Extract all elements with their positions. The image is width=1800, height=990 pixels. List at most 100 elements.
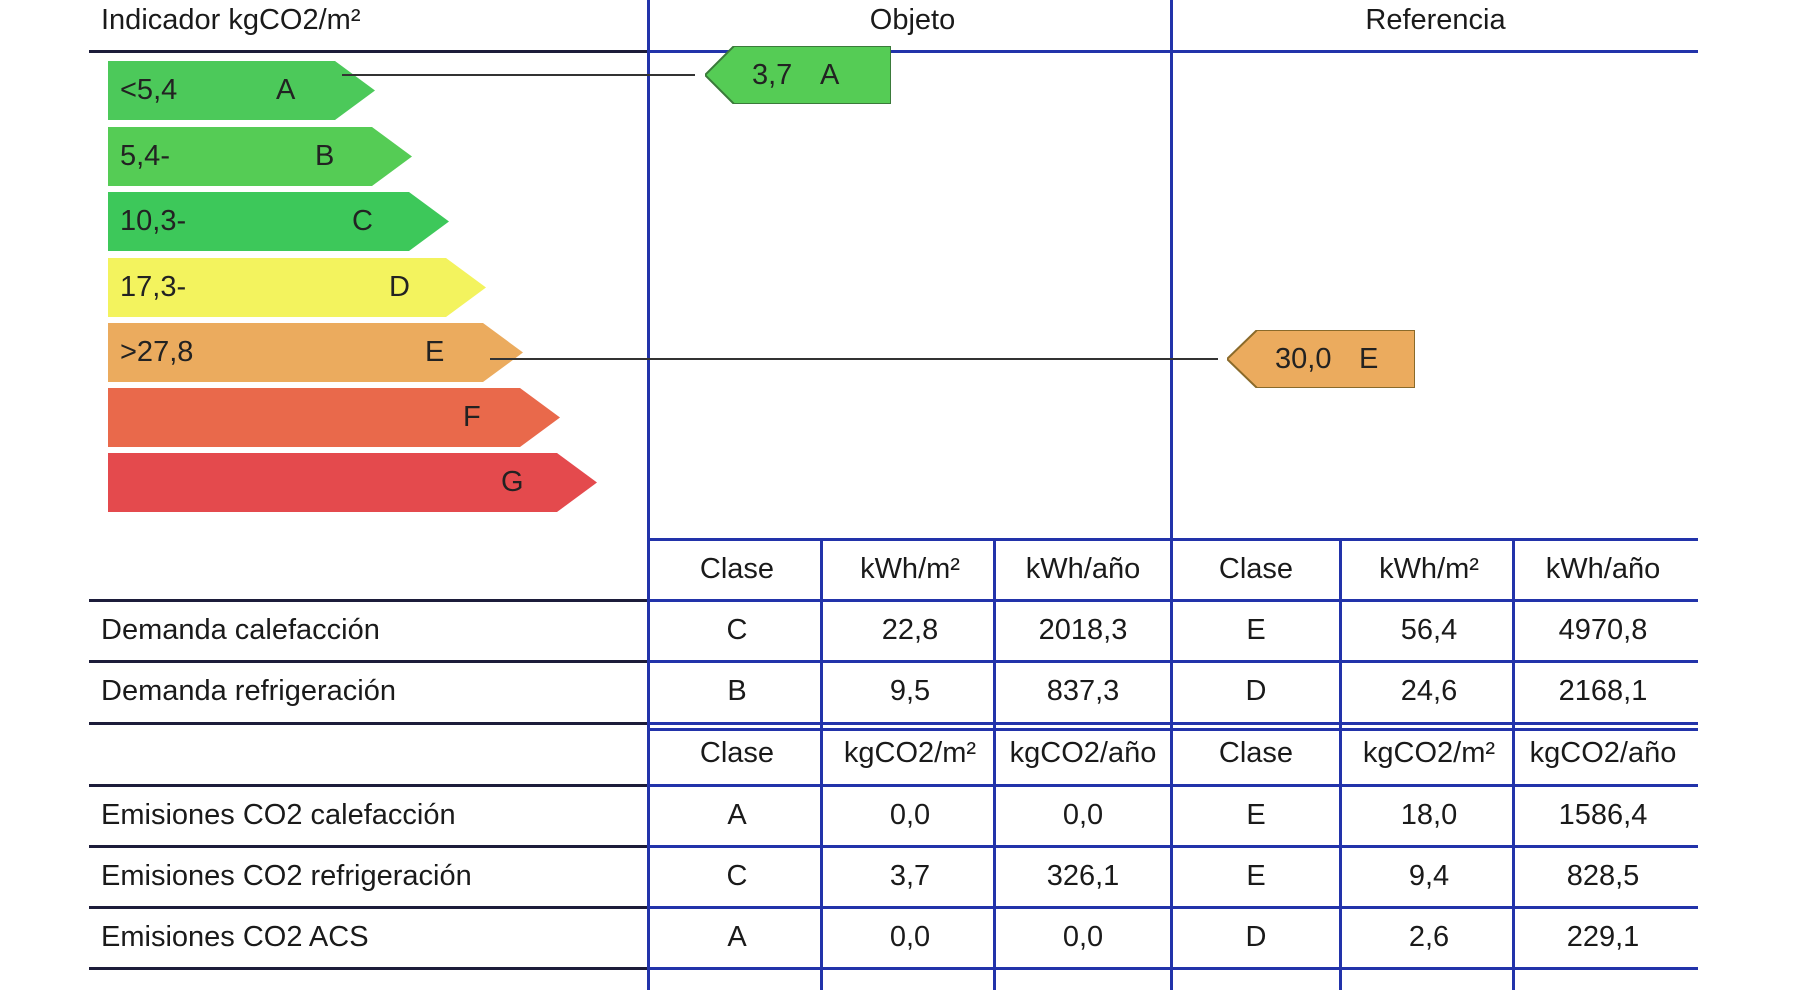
table-cell: 56,4	[1400, 614, 1458, 646]
rule-3-right	[649, 722, 1698, 725]
table-cell: 9,4	[1408, 860, 1450, 892]
table-cell: 2018,3	[1038, 614, 1128, 646]
rule-5-left	[89, 845, 649, 848]
row-label: Demanda refrigeración	[101, 675, 396, 707]
table-cell: 326,1	[1046, 860, 1120, 892]
scale-band-range: 5,4-10,3	[120, 140, 176, 231]
scale-band-arrow	[108, 258, 486, 317]
table-cell: 2,6	[1408, 921, 1450, 953]
rule-4-right	[649, 784, 1698, 787]
table-cell: 22,8	[881, 614, 939, 646]
rule-3-left	[89, 722, 649, 725]
scale-band-range: 10,3-17,3	[120, 205, 187, 296]
rule-1-right	[649, 599, 1698, 602]
row-label: Emisiones CO2 calefacción	[101, 799, 456, 831]
column-header: kWh/año	[1025, 553, 1141, 585]
column-header: kgCO2/año	[1009, 737, 1157, 769]
table-cell: 0,0	[1062, 921, 1104, 953]
table-cell: A	[727, 799, 747, 831]
row-label: Emisiones CO2 ACS	[101, 921, 369, 953]
table-cell: E	[1246, 860, 1266, 892]
scale-band-letter: B	[315, 140, 335, 172]
table-cell: 1586,4	[1558, 799, 1648, 831]
column-header: kWh/m²	[1379, 553, 1479, 585]
column-header: Clase	[699, 737, 775, 769]
reference-leader-line	[490, 358, 1218, 360]
table-cell: 9,5	[889, 675, 931, 707]
divider-objeto	[647, 0, 650, 990]
column-header: kWh/año	[1545, 553, 1661, 585]
table-cell: 0,0	[889, 799, 931, 831]
indicator-header: Indicador kgCO2/m²	[101, 4, 361, 36]
scale-band-arrow	[108, 192, 449, 251]
scale-band-letter: A	[276, 74, 296, 106]
table-cell: 3,7	[889, 860, 931, 892]
table-cell: 837,3	[1046, 675, 1120, 707]
rule-6-left	[89, 906, 649, 909]
rule-7-right	[649, 967, 1698, 970]
divider-ref-col3	[1512, 538, 1515, 990]
rule-7-left	[89, 967, 649, 970]
object-rating-letter: A	[820, 59, 840, 91]
rule-6-right	[649, 906, 1698, 909]
object-rating-arrow	[705, 46, 891, 104]
reference-rating-arrow	[1227, 330, 1415, 388]
table-cell: 4970,8	[1558, 614, 1648, 646]
column-header: kgCO2/m²	[1362, 737, 1496, 769]
table-cell: E	[1246, 614, 1266, 646]
row-label: Emisiones CO2 refrigeración	[101, 860, 472, 892]
divider-ref-col2	[1339, 538, 1342, 990]
divider-referencia	[1170, 0, 1173, 990]
rule-2-left	[89, 660, 649, 663]
scale-band-range: <5,4	[120, 74, 178, 106]
scale-band-letter: F	[463, 401, 481, 433]
object-rating-value: 3,7	[752, 59, 793, 91]
table-cell: D	[1245, 675, 1267, 707]
column-header: Clase	[1218, 737, 1294, 769]
scale-band-range: >27,8	[120, 336, 194, 368]
column-header: kWh/m²	[860, 553, 960, 585]
table-cell: A	[727, 921, 747, 953]
column-header: Clase	[1218, 553, 1294, 585]
scale-band-letter: G	[501, 466, 524, 498]
table-cell: C	[726, 860, 748, 892]
table-cell: D	[1245, 921, 1267, 953]
column-header: kgCO2/año	[1529, 737, 1677, 769]
table-cell: 2168,1	[1558, 675, 1648, 707]
header-rule-right	[649, 50, 1698, 53]
rule-2-right	[649, 660, 1698, 663]
table-cell: C	[726, 614, 748, 646]
reference-header: Referencia	[1365, 4, 1506, 36]
divider-obj-col2	[820, 538, 823, 990]
table-top-rule	[649, 538, 1698, 541]
table-cell: 0,0	[889, 921, 931, 953]
table-cell: B	[727, 675, 747, 707]
rule-3b-right	[649, 728, 1698, 731]
rule-4-left	[89, 784, 649, 787]
scale-band-letter: E	[425, 336, 445, 368]
scale-band-arrow	[108, 388, 560, 447]
column-header: kgCO2/m²	[843, 737, 977, 769]
scale-band-letter: D	[389, 271, 410, 303]
table-cell: 828,5	[1566, 860, 1640, 892]
reference-rating-tag: 30,0 E	[1227, 330, 1415, 388]
scale-band-arrow	[108, 127, 412, 186]
rule-1-left	[89, 599, 649, 602]
scale-band-arrow	[108, 61, 375, 120]
table-cell: 0,0	[1062, 799, 1104, 831]
table-cell: 229,1	[1566, 921, 1640, 953]
row-label: Demanda calefacción	[101, 614, 380, 646]
rule-5-right	[649, 845, 1698, 848]
object-rating-tag: 3,7 A	[705, 46, 891, 104]
scale-band-arrow	[108, 453, 597, 512]
table-cell: E	[1246, 799, 1266, 831]
scale-band-range: 17,3-27,8	[120, 271, 187, 362]
table-cell: 24,6	[1400, 675, 1458, 707]
scale-band-letter: C	[352, 205, 373, 237]
object-leader-line	[342, 74, 695, 76]
reference-rating-value: 30,0	[1275, 343, 1332, 375]
table-cell: 18,0	[1400, 799, 1458, 831]
reference-rating-letter: E	[1359, 343, 1379, 375]
scale-band-arrow	[108, 323, 523, 382]
header-rule-left	[89, 50, 649, 53]
